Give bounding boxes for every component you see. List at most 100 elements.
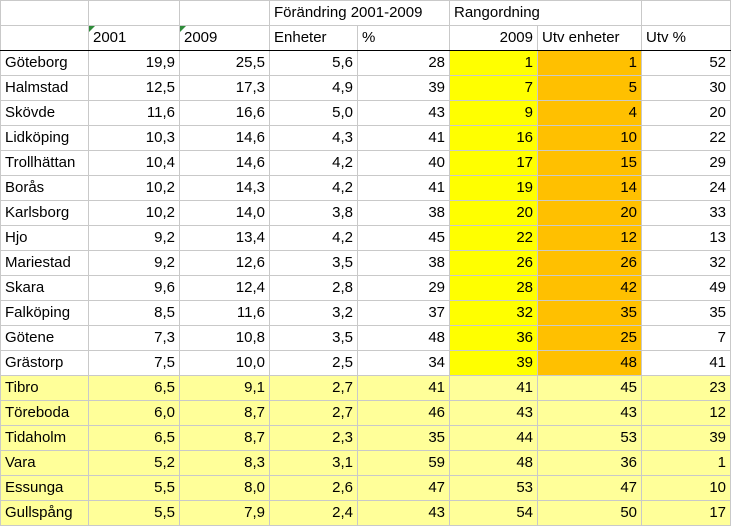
cell-rank-pct[interactable]: 49: [641, 275, 731, 301]
cell-rank-pct[interactable]: 35: [641, 300, 731, 326]
cell-rank-units[interactable]: 48: [537, 350, 642, 376]
cell-municipality[interactable]: Töreboda: [0, 400, 89, 426]
cell-change-units[interactable]: 2,6: [269, 475, 358, 501]
cell-change-units[interactable]: 3,1: [269, 450, 358, 476]
header-col-rank-2009[interactable]: 2009: [449, 25, 538, 51]
cell-rank-pct[interactable]: 20: [641, 100, 731, 126]
cell-rank-units[interactable]: 12: [537, 225, 642, 251]
cell-value-2009[interactable]: 9,1: [179, 375, 270, 401]
cell-change-units[interactable]: 2,5: [269, 350, 358, 376]
cell-rank-units[interactable]: 15: [537, 150, 642, 176]
cell-change-units[interactable]: 2,7: [269, 400, 358, 426]
cell-change-units[interactable]: 2,7: [269, 375, 358, 401]
cell-rank-pct[interactable]: 52: [641, 50, 731, 76]
cell-value-2009[interactable]: 10,0: [179, 350, 270, 376]
header-cell-empty[interactable]: [641, 0, 731, 26]
cell-rank-pct[interactable]: 10: [641, 475, 731, 501]
cell-rank-pct[interactable]: 24: [641, 175, 731, 201]
cell-value-2009[interactable]: 8,0: [179, 475, 270, 501]
cell-change-units[interactable]: 2,3: [269, 425, 358, 451]
header-cell-empty[interactable]: [0, 0, 89, 26]
cell-rank-pct[interactable]: 22: [641, 125, 731, 151]
cell-rank-units[interactable]: 36: [537, 450, 642, 476]
cell-change-units[interactable]: 4,2: [269, 150, 358, 176]
cell-municipality[interactable]: Karlsborg: [0, 200, 89, 226]
cell-municipality[interactable]: Essunga: [0, 475, 89, 501]
cell-rank-2009[interactable]: 22: [449, 225, 538, 251]
cell-value-2009[interactable]: 14,6: [179, 150, 270, 176]
cell-value-2009[interactable]: 11,6: [179, 300, 270, 326]
cell-rank-2009[interactable]: 39: [449, 350, 538, 376]
cell-rank-units[interactable]: 4: [537, 100, 642, 126]
cell-municipality[interactable]: Götene: [0, 325, 89, 351]
cell-municipality[interactable]: Lidköping: [0, 125, 89, 151]
cell-change-pct[interactable]: 39: [357, 75, 450, 101]
cell-value-2009[interactable]: 10,8: [179, 325, 270, 351]
cell-rank-pct[interactable]: 32: [641, 250, 731, 276]
header-cell-empty[interactable]: [179, 0, 270, 26]
cell-rank-pct[interactable]: 33: [641, 200, 731, 226]
cell-rank-2009[interactable]: 36: [449, 325, 538, 351]
cell-value-2001[interactable]: 6,0: [88, 400, 180, 426]
header-col-pct[interactable]: %: [357, 25, 450, 51]
header-col-2001[interactable]: 2001: [88, 25, 180, 51]
header-col-rank-pct[interactable]: Utv %: [641, 25, 731, 51]
cell-municipality[interactable]: Borås: [0, 175, 89, 201]
cell-rank-2009[interactable]: 17: [449, 150, 538, 176]
cell-change-units[interactable]: 3,5: [269, 325, 358, 351]
cell-change-units[interactable]: 4,2: [269, 225, 358, 251]
cell-value-2001[interactable]: 12,5: [88, 75, 180, 101]
cell-rank-2009[interactable]: 9: [449, 100, 538, 126]
cell-rank-2009[interactable]: 28: [449, 275, 538, 301]
cell-value-2009[interactable]: 7,9: [179, 500, 270, 526]
cell-value-2009[interactable]: 12,6: [179, 250, 270, 276]
header-col-rank-units[interactable]: Utv enheter: [537, 25, 642, 51]
cell-change-pct[interactable]: 38: [357, 250, 450, 276]
cell-value-2001[interactable]: 9,2: [88, 225, 180, 251]
cell-value-2001[interactable]: 5,5: [88, 475, 180, 501]
cell-value-2009[interactable]: 16,6: [179, 100, 270, 126]
cell-rank-units[interactable]: 10: [537, 125, 642, 151]
cell-municipality[interactable]: Tidaholm: [0, 425, 89, 451]
cell-rank-2009[interactable]: 54: [449, 500, 538, 526]
cell-rank-2009[interactable]: 26: [449, 250, 538, 276]
cell-rank-units[interactable]: 20: [537, 200, 642, 226]
cell-rank-pct[interactable]: 13: [641, 225, 731, 251]
cell-value-2001[interactable]: 7,5: [88, 350, 180, 376]
header-group-rank[interactable]: Rangordning: [449, 0, 642, 26]
cell-change-units[interactable]: 3,5: [269, 250, 358, 276]
cell-value-2001[interactable]: 10,4: [88, 150, 180, 176]
cell-municipality[interactable]: Hjo: [0, 225, 89, 251]
cell-rank-units[interactable]: 5: [537, 75, 642, 101]
cell-rank-pct[interactable]: 12: [641, 400, 731, 426]
cell-value-2009[interactable]: 13,4: [179, 225, 270, 251]
cell-value-2001[interactable]: 9,6: [88, 275, 180, 301]
cell-municipality[interactable]: Gullspång: [0, 500, 89, 526]
cell-rank-2009[interactable]: 7: [449, 75, 538, 101]
cell-municipality[interactable]: Tibro: [0, 375, 89, 401]
cell-rank-2009[interactable]: 48: [449, 450, 538, 476]
cell-municipality[interactable]: Falköping: [0, 300, 89, 326]
cell-change-pct[interactable]: 40: [357, 150, 450, 176]
cell-value-2009[interactable]: 14,0: [179, 200, 270, 226]
cell-value-2001[interactable]: 10,2: [88, 175, 180, 201]
cell-change-units[interactable]: 5,6: [269, 50, 358, 76]
cell-change-pct[interactable]: 46: [357, 400, 450, 426]
cell-municipality[interactable]: Mariestad: [0, 250, 89, 276]
cell-value-2009[interactable]: 8,7: [179, 400, 270, 426]
cell-change-pct[interactable]: 47: [357, 475, 450, 501]
cell-rank-pct[interactable]: 17: [641, 500, 731, 526]
cell-value-2009[interactable]: 12,4: [179, 275, 270, 301]
cell-change-pct[interactable]: 34: [357, 350, 450, 376]
cell-rank-2009[interactable]: 19: [449, 175, 538, 201]
cell-rank-pct[interactable]: 39: [641, 425, 731, 451]
cell-rank-pct[interactable]: 1: [641, 450, 731, 476]
cell-change-pct[interactable]: 37: [357, 300, 450, 326]
cell-value-2009[interactable]: 14,6: [179, 125, 270, 151]
cell-rank-pct[interactable]: 23: [641, 375, 731, 401]
cell-rank-2009[interactable]: 1: [449, 50, 538, 76]
cell-value-2009[interactable]: 25,5: [179, 50, 270, 76]
cell-rank-units[interactable]: 35: [537, 300, 642, 326]
cell-municipality[interactable]: Skara: [0, 275, 89, 301]
cell-municipality[interactable]: Göteborg: [0, 50, 89, 76]
